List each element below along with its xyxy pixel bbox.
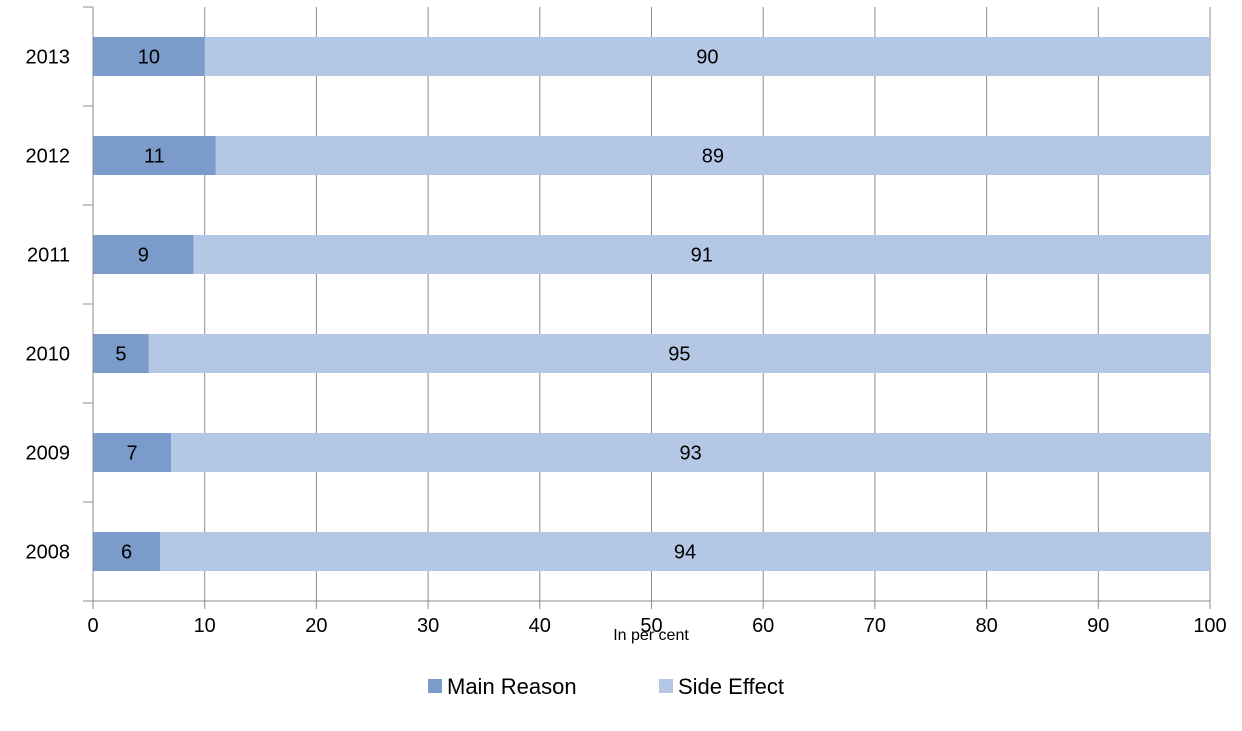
x-tick-label: 90 <box>1087 615 1109 637</box>
legend-label-side-effect: Side Effect <box>678 674 784 699</box>
bar-side-effect-2008 <box>160 532 1210 571</box>
x-tick-label: 80 <box>975 615 997 637</box>
legend-swatch-side-effect <box>659 679 673 693</box>
legend: Main Reason Side Effect <box>428 674 784 699</box>
axes <box>83 6 1211 609</box>
data-label: 90 <box>696 47 718 69</box>
gridlines <box>92 7 1211 601</box>
y-tick-label: 2008 <box>26 542 71 564</box>
bar-main-reason-2013 <box>93 37 205 76</box>
y-tick-label: 2012 <box>26 146 71 168</box>
bar-side-effect-2009 <box>171 433 1211 472</box>
data-label: 95 <box>668 344 690 366</box>
x-tick-label: 30 <box>417 615 439 637</box>
y-tick-label: 2009 <box>26 443 71 465</box>
x-tick-label: 70 <box>864 615 886 637</box>
data-label: 89 <box>702 146 724 168</box>
bars <box>93 37 1211 571</box>
legend-label-main-reason: Main Reason <box>447 674 577 699</box>
bar-main-reason-2011 <box>93 235 194 274</box>
data-label: 7 <box>127 443 138 465</box>
bar-main-reason-2008 <box>93 532 161 571</box>
data-label: 5 <box>115 344 126 366</box>
data-label: 11 <box>144 146 165 168</box>
x-axis-title: In per cent <box>613 627 689 644</box>
y-tick-label: 2010 <box>26 344 71 366</box>
x-tick-label: 0 <box>87 615 98 637</box>
x-tick-label: 20 <box>305 615 327 637</box>
x-tick-label: 50 <box>640 615 662 637</box>
bar-main-reason-2012 <box>93 136 216 175</box>
x-tick-label: 40 <box>529 615 551 637</box>
data-label: 10 <box>138 47 160 69</box>
data-label: 91 <box>691 245 713 267</box>
y-tick-label: 2013 <box>26 47 71 69</box>
x-tick-label: 60 <box>752 615 774 637</box>
bar-side-effect-2011 <box>193 235 1210 274</box>
x-tick-label: 10 <box>194 615 216 637</box>
data-label: 9 <box>138 245 149 267</box>
y-tick-label: 2011 <box>27 245 70 267</box>
x-tick-label: 100 <box>1193 615 1226 637</box>
legend-swatch-main-reason <box>428 679 442 693</box>
bar-side-effect-2010 <box>148 334 1211 373</box>
bar-side-effect-2013 <box>204 37 1210 76</box>
data-label: 93 <box>679 443 701 465</box>
data-label: 94 <box>674 542 696 564</box>
bar-main-reason-2010 <box>93 334 149 373</box>
bar-side-effect-2012 <box>215 136 1210 175</box>
bar-main-reason-2009 <box>93 433 172 472</box>
data-label: 6 <box>121 542 132 564</box>
